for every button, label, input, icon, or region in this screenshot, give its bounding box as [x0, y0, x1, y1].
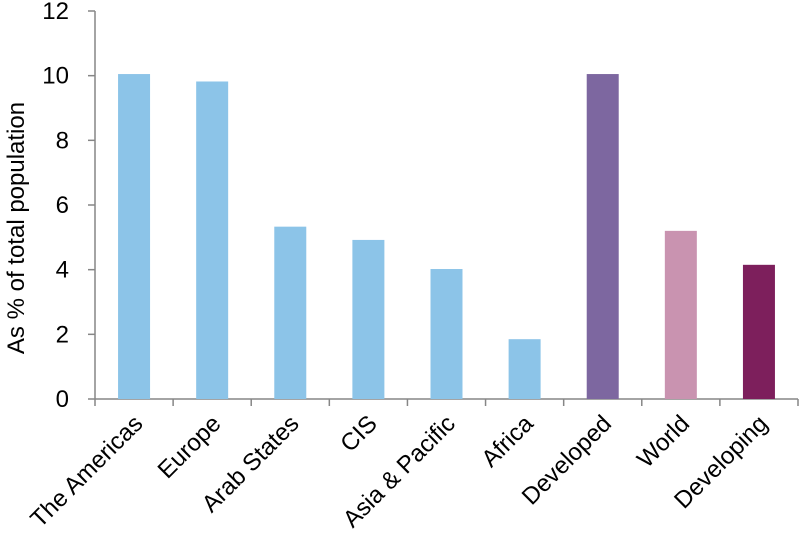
y-tick-label: 4: [56, 257, 69, 284]
y-axis: 0 2 4 6 8 10 12: [42, 0, 96, 413]
bar-africa: [508, 339, 541, 399]
bars: [118, 74, 775, 400]
bar-developing: [742, 264, 775, 399]
x-tick-label: Europe: [153, 410, 227, 484]
x-tick-label: World: [632, 410, 695, 473]
y-tick-label: 12: [42, 0, 69, 25]
bar-asia-pacific: [430, 269, 463, 399]
x-tick-label: The Americas: [25, 410, 148, 533]
bar-europe: [196, 81, 229, 399]
bar-cis: [352, 239, 385, 399]
y-axis-label: As % of total population: [3, 102, 30, 354]
x-axis: [94, 398, 799, 406]
y-tick-label: 8: [56, 127, 69, 154]
bar-developed: [586, 74, 619, 400]
y-tick-label: 0: [56, 386, 69, 413]
bar-the-americas: [118, 74, 151, 400]
x-tick-label: CIS: [335, 410, 382, 457]
bar-world: [664, 230, 697, 399]
x-tick-label: Africa: [476, 410, 539, 473]
y-tick-label: 6: [56, 192, 69, 219]
y-tick-label: 2: [56, 321, 69, 348]
bar-arab-states: [274, 226, 307, 399]
y-tick-label: 10: [42, 63, 69, 90]
